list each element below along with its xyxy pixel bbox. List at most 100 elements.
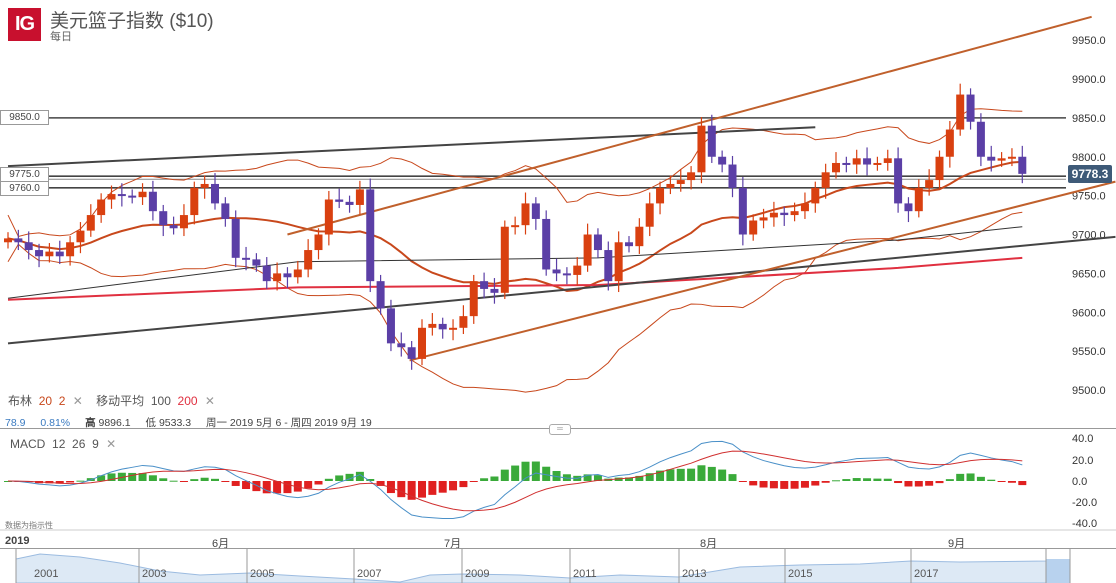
macd-histogram-bar: [324, 478, 333, 481]
candle-body: [511, 225, 520, 228]
resize-grip-icon[interactable]: ═: [549, 424, 571, 435]
candle-body: [355, 189, 364, 205]
level-label-9850[interactable]: 9850.0: [0, 110, 49, 125]
candle-body: [459, 316, 468, 328]
price-tick: 9900.0: [1072, 74, 1106, 86]
macd-histogram-bar: [242, 481, 251, 490]
candle-body: [66, 242, 75, 257]
candle-body: [749, 220, 758, 235]
remove-ma-icon[interactable]: ✕: [204, 394, 215, 408]
candle-body: [697, 125, 706, 173]
candle: [107, 185, 116, 209]
macd-histogram-bar: [987, 479, 996, 481]
macd-histogram-bar: [718, 469, 727, 481]
candle-body: [987, 156, 996, 161]
candle-body: [148, 191, 157, 212]
macd-tick: 0.0: [1072, 476, 1087, 488]
candle: [428, 313, 437, 336]
macd-histogram-bar: [738, 481, 747, 482]
candle: [273, 262, 282, 291]
macd-fast: 12: [52, 437, 66, 451]
macd-histogram-bar: [314, 481, 323, 485]
macd-tick: 20.0: [1072, 455, 1093, 467]
nav-year: 2007: [357, 568, 382, 580]
candle-body: [925, 180, 934, 188]
macd-histogram-bar: [956, 473, 965, 481]
macd-histogram-bar: [625, 477, 633, 481]
macd-histogram-bar: [645, 473, 654, 481]
macd-histogram-bar: [428, 481, 437, 495]
candle-body: [625, 242, 633, 247]
candle: [293, 260, 302, 284]
period-label[interactable]: 每日: [50, 31, 72, 43]
remove-bollinger-icon[interactable]: ✕: [72, 394, 83, 408]
candle: [904, 197, 913, 223]
candle-body: [117, 194, 126, 197]
candle: [66, 236, 75, 266]
candle: [811, 181, 820, 213]
candle: [242, 246, 251, 271]
high-value: 高 9896.1: [85, 417, 131, 429]
macd-histogram-bar: [863, 478, 872, 481]
candle-body: [583, 234, 592, 266]
candle-body: [128, 195, 137, 198]
candle-body: [293, 269, 302, 278]
macd-histogram-bar: [873, 478, 882, 481]
macd-histogram-bar: [231, 481, 240, 486]
macd-histogram-bar: [883, 478, 892, 481]
level-label-9775[interactable]: 9775.0: [0, 167, 49, 182]
trend-line: [7, 126, 816, 168]
macd-histogram-bar: [593, 475, 602, 481]
remove-macd-icon[interactable]: ✕: [106, 437, 117, 451]
candle: [511, 216, 520, 235]
macd-histogram-bar: [148, 475, 157, 481]
macd-histogram-bar: [728, 474, 737, 481]
candle-body: [262, 265, 271, 282]
candle: [211, 173, 219, 210]
candle-body: [863, 158, 872, 165]
change-value: 78.9: [5, 417, 26, 429]
candle: [459, 305, 468, 335]
candle: [304, 239, 313, 278]
candle-body: [614, 242, 623, 282]
candle-body: [500, 226, 509, 293]
nav-year: 2001: [34, 568, 59, 580]
macd-legend: MACD 12 26 9 ✕: [10, 437, 116, 451]
candle-body: [832, 162, 840, 173]
macd-histogram-bar: [769, 481, 778, 489]
macd-histogram-bar: [107, 473, 116, 481]
macd-histogram-bar: [821, 481, 830, 483]
candle-body: [666, 183, 675, 188]
candle: [707, 114, 716, 163]
nav-year: 2013: [682, 568, 707, 580]
change-pct: 0.81%: [40, 417, 71, 429]
macd-histogram-bar: [666, 469, 675, 481]
candle-body: [635, 226, 644, 247]
candle-body: [728, 164, 737, 188]
macd-histogram-bar: [304, 481, 313, 489]
high-label: 高: [85, 417, 96, 429]
macd-histogram-bar: [511, 465, 520, 481]
low-number: 9533.3: [158, 417, 192, 429]
navigator-area: [15, 553, 1071, 583]
navigator[interactable]: [0, 548, 1116, 583]
level-label-9760[interactable]: 9760.0: [0, 181, 49, 196]
macd-histogram-bar: [707, 466, 716, 481]
candle: [987, 145, 996, 172]
candle-body: [562, 273, 571, 276]
macd-histogram-bar: [169, 480, 178, 482]
candle: [418, 319, 426, 366]
candle: [521, 192, 530, 235]
candle: [832, 152, 840, 179]
candle-body: [593, 234, 602, 251]
macd-histogram-bar: [200, 477, 209, 481]
candle: [159, 204, 168, 237]
candle-body: [811, 187, 820, 204]
candle: [86, 204, 95, 237]
candle: [656, 181, 665, 215]
nav-year: 2005: [250, 568, 275, 580]
macd-histogram-bar: [842, 479, 851, 481]
candle: [262, 257, 271, 289]
macd-histogram-bar: [904, 481, 913, 487]
